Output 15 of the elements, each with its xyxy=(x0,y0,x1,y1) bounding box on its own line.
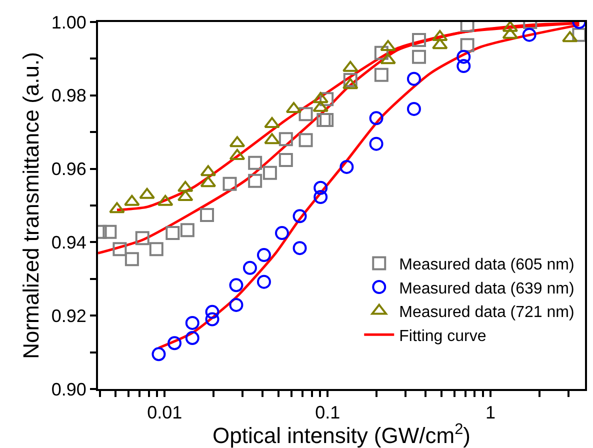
x-tick-label: 0.01 xyxy=(147,402,182,423)
legend-label: Fitting curve xyxy=(399,328,486,345)
y-tick-label: 0.96 xyxy=(51,159,86,180)
x-tick-label: 0.1 xyxy=(315,402,340,423)
y-tick-label: 0.90 xyxy=(51,379,86,400)
y-axis-title: Normalized transmittance (a.u.) xyxy=(18,52,44,359)
legend-label: Measured data (639 nm) xyxy=(399,280,574,298)
legend-label: Measured data (721 nm) xyxy=(399,304,574,322)
legend-label: Measured data (605 nm) xyxy=(399,256,574,274)
y-tick-label: 1.00 xyxy=(51,12,86,32)
y-tick-label: 0.92 xyxy=(51,306,86,326)
x-axis-title: Optical intensity (GW/cm$^{2}$) xyxy=(212,420,470,448)
y-tick-label: 0.94 xyxy=(51,232,86,252)
x-tick-label: 1 xyxy=(486,402,496,423)
y-tick-label: 0.98 xyxy=(51,86,86,106)
